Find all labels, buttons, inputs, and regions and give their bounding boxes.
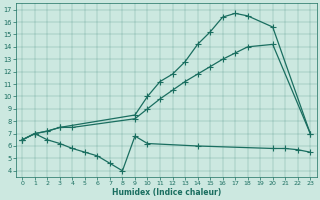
X-axis label: Humidex (Indice chaleur): Humidex (Indice chaleur) (112, 188, 221, 197)
